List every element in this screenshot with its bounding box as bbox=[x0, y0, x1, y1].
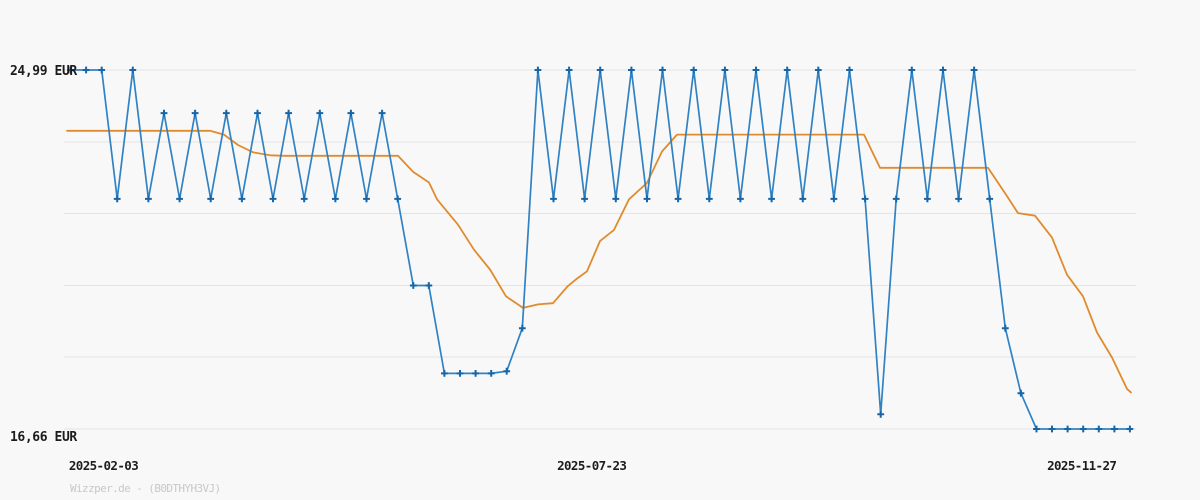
price-line bbox=[69, 69, 1131, 430]
x-tick-label-middle: 2025-07-23 bbox=[557, 458, 626, 473]
price-point-markers bbox=[67, 66, 1134, 433]
x-tick-label-end: 2025-11-27 bbox=[1047, 458, 1116, 473]
y-axis-max-label: 24,99 EUR bbox=[10, 64, 77, 79]
gridlines bbox=[64, 69, 1136, 430]
average-price-line bbox=[66, 129, 1132, 394]
x-tick-label-start: 2025-02-03 bbox=[69, 458, 138, 473]
y-axis-min-label: 16,66 EUR bbox=[10, 430, 77, 445]
watermark-text: Wizzper.de - (B0DTHYH3VJ) bbox=[70, 482, 221, 495]
